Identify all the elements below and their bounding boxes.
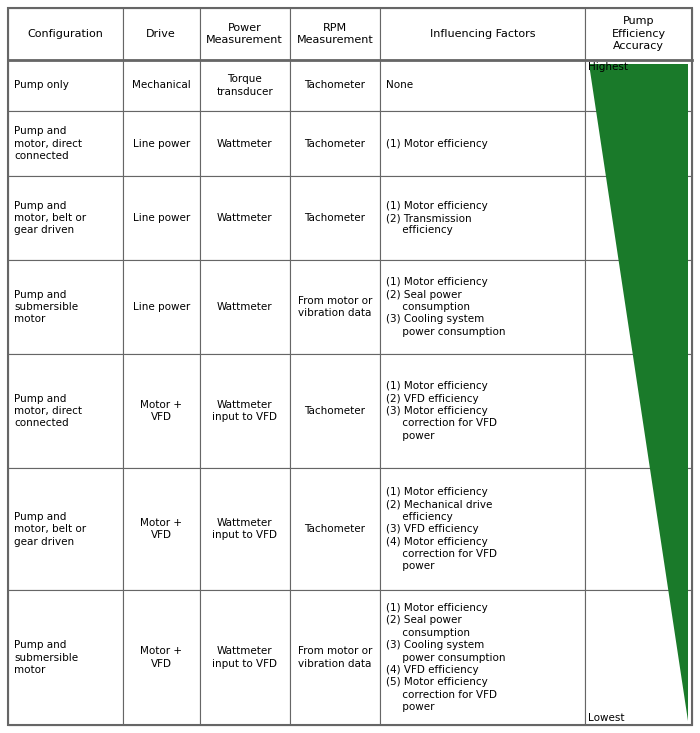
Bar <box>8 468 123 590</box>
Bar <box>585 176 692 260</box>
Text: Influencing Factors: Influencing Factors <box>430 29 536 39</box>
Text: Power
Measurement: Power Measurement <box>206 23 283 45</box>
Text: (1) Motor efficiency
(2) Seal power
     consumption
(3) Cooling system
     pow: (1) Motor efficiency (2) Seal power cons… <box>386 603 505 712</box>
Text: Wattmeter
input to VFD: Wattmeter input to VFD <box>212 399 277 422</box>
Bar <box>290 590 380 725</box>
Text: Line power: Line power <box>132 302 190 312</box>
Bar <box>8 8 123 59</box>
Text: (1) Motor efficiency: (1) Motor efficiency <box>386 139 488 149</box>
Bar <box>199 468 290 590</box>
Bar <box>123 468 199 590</box>
Bar <box>380 59 585 111</box>
Bar <box>380 260 585 353</box>
Bar <box>585 111 692 176</box>
Text: Tachometer: Tachometer <box>304 213 365 223</box>
Text: Configuration: Configuration <box>27 29 104 39</box>
Text: Lowest: Lowest <box>589 713 625 723</box>
Bar <box>380 353 585 468</box>
Text: Wattmeter: Wattmeter <box>217 302 272 312</box>
Text: Wattmeter
input to VFD: Wattmeter input to VFD <box>212 518 277 540</box>
Bar <box>380 468 585 590</box>
Bar <box>585 353 692 468</box>
Bar <box>585 59 692 111</box>
Text: Pump and
submersible
motor: Pump and submersible motor <box>14 290 78 325</box>
Bar <box>8 111 123 176</box>
Bar <box>380 8 585 59</box>
Text: Pump and
motor, belt or
gear driven: Pump and motor, belt or gear driven <box>14 512 86 547</box>
Bar <box>123 59 199 111</box>
Bar <box>290 59 380 111</box>
Bar <box>8 59 123 111</box>
Text: Mechanical: Mechanical <box>132 81 190 90</box>
Text: Pump and
motor, belt or
gear driven: Pump and motor, belt or gear driven <box>14 201 86 235</box>
Text: RPM
Measurement: RPM Measurement <box>297 23 373 45</box>
Text: Wattmeter
input to VFD: Wattmeter input to VFD <box>212 647 277 668</box>
Bar <box>123 111 199 176</box>
Bar <box>199 59 290 111</box>
Text: Torque
transducer: Torque transducer <box>216 74 273 97</box>
Text: (1) Motor efficiency
(2) Transmission
     efficiency: (1) Motor efficiency (2) Transmission ef… <box>386 201 488 235</box>
Bar <box>8 353 123 468</box>
Text: Motor +
VFD: Motor + VFD <box>140 647 182 668</box>
Text: Drive: Drive <box>146 29 176 39</box>
Bar <box>199 176 290 260</box>
Bar <box>380 111 585 176</box>
Text: (1) Motor efficiency
(2) Mechanical drive
     efficiency
(3) VFD efficiency
(4): (1) Motor efficiency (2) Mechanical driv… <box>386 487 497 572</box>
Bar <box>123 8 199 59</box>
Bar <box>199 111 290 176</box>
Bar <box>585 590 692 725</box>
Bar <box>380 590 585 725</box>
Text: Line power: Line power <box>132 139 190 149</box>
Text: Pump and
motor, direct
connected: Pump and motor, direct connected <box>14 126 82 161</box>
Polygon shape <box>589 64 688 721</box>
Text: Tachometer: Tachometer <box>304 406 365 416</box>
Bar <box>199 8 290 59</box>
Text: (1) Motor efficiency
(2) VFD efficiency
(3) Motor efficiency
     correction for: (1) Motor efficiency (2) VFD efficiency … <box>386 381 497 441</box>
Bar <box>123 353 199 468</box>
Bar <box>8 590 123 725</box>
Text: None: None <box>386 81 413 90</box>
Bar <box>199 260 290 353</box>
Text: From motor or
vibration data: From motor or vibration data <box>298 296 372 318</box>
Bar <box>290 8 380 59</box>
Text: Motor +
VFD: Motor + VFD <box>140 399 182 422</box>
Text: Tachometer: Tachometer <box>304 524 365 534</box>
Bar <box>290 468 380 590</box>
Bar <box>123 590 199 725</box>
Text: Line power: Line power <box>132 213 190 223</box>
Text: Highest: Highest <box>589 62 629 72</box>
Text: Wattmeter: Wattmeter <box>217 139 272 149</box>
Text: Wattmeter: Wattmeter <box>217 213 272 223</box>
Bar <box>290 260 380 353</box>
Text: Tachometer: Tachometer <box>304 81 365 90</box>
Bar <box>585 260 692 353</box>
Bar <box>199 590 290 725</box>
Bar <box>8 176 123 260</box>
Text: Motor +
VFD: Motor + VFD <box>140 518 182 540</box>
Bar <box>123 260 199 353</box>
Bar <box>585 468 692 590</box>
Bar <box>290 353 380 468</box>
Text: Pump and
motor, direct
connected: Pump and motor, direct connected <box>14 394 82 428</box>
Text: Pump only: Pump only <box>14 81 69 90</box>
Text: From motor or
vibration data: From motor or vibration data <box>298 647 372 668</box>
Text: Pump and
submersible
motor: Pump and submersible motor <box>14 640 78 675</box>
Bar <box>8 260 123 353</box>
Bar <box>290 111 380 176</box>
Bar <box>585 8 692 59</box>
Text: Pump
Efficiency
Accuracy: Pump Efficiency Accuracy <box>612 16 666 51</box>
Bar <box>123 176 199 260</box>
Text: Tachometer: Tachometer <box>304 139 365 149</box>
Bar <box>199 353 290 468</box>
Text: (1) Motor efficiency
(2) Seal power
     consumption
(3) Cooling system
     pow: (1) Motor efficiency (2) Seal power cons… <box>386 277 505 336</box>
Bar <box>290 176 380 260</box>
Bar <box>380 176 585 260</box>
